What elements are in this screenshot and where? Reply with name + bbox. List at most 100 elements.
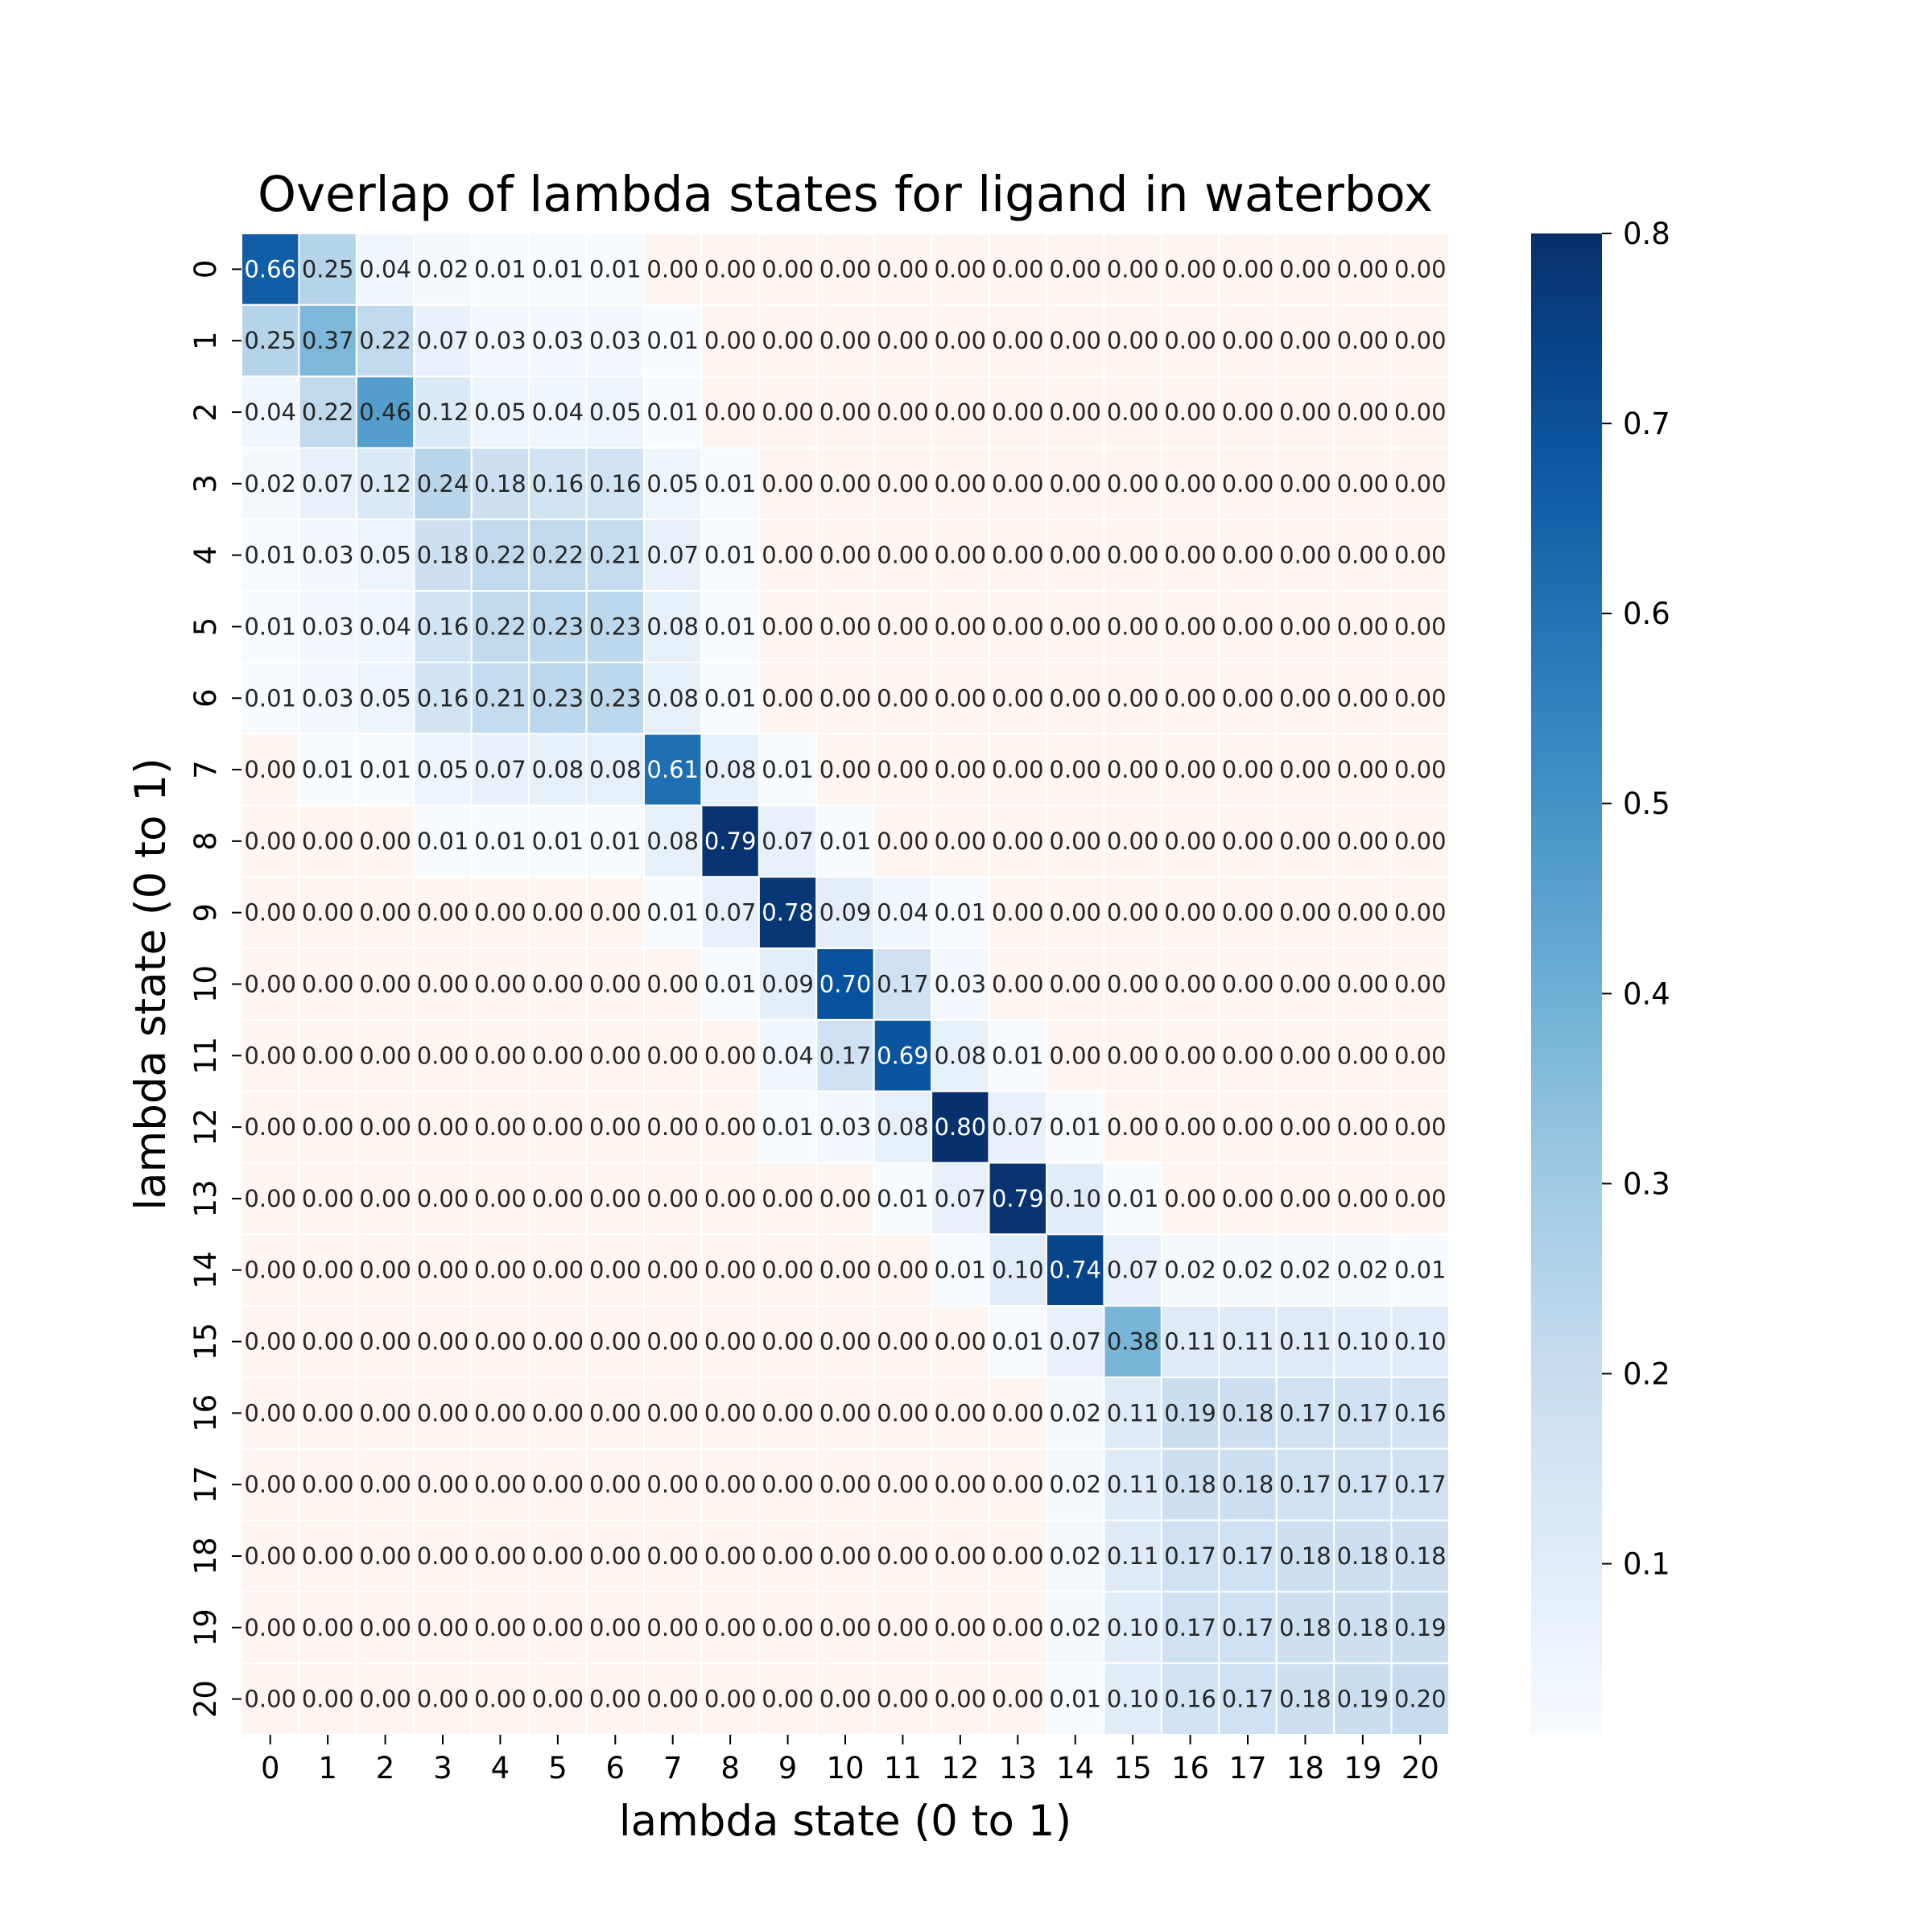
cell-value-label-7-15: 0.00 <box>1107 756 1159 783</box>
cell-value-label-14-7: 0.00 <box>646 1257 699 1284</box>
cell-value-label-11-19: 0.00 <box>1337 1042 1389 1069</box>
heatmap-cell-15-17 <box>1218 1305 1278 1378</box>
cell-value-label-20-15: 0.10 <box>1107 1686 1159 1713</box>
heatmap-cell-19-12 <box>931 1591 990 1665</box>
y-tick-label-6: 6 <box>188 688 223 708</box>
heatmap-cell-10-7 <box>643 947 703 1021</box>
cell-value-label-20-17: 0.17 <box>1222 1686 1274 1713</box>
heatmap-cell-17-17 <box>1218 1447 1278 1521</box>
cell-value-label-10-10: 0.70 <box>819 971 872 998</box>
cell-value-label-17-18: 0.17 <box>1279 1471 1331 1498</box>
cell-value-label-19-10: 0.00 <box>819 1614 872 1641</box>
cell-value-label-20-20: 0.20 <box>1394 1686 1447 1713</box>
heatmap-cell-4-0 <box>241 518 300 592</box>
x-tick-label-5: 5 <box>548 1751 568 1785</box>
cell-value-label-20-19: 0.19 <box>1337 1686 1389 1713</box>
heatmap-cell-1-15 <box>1103 303 1162 378</box>
cell-value-label-19-12: 0.00 <box>935 1614 987 1641</box>
heatmap-cell-8-10 <box>815 804 875 878</box>
heatmap-cell-3-18 <box>1275 447 1335 521</box>
cell-value-label-0-3: 0.02 <box>417 255 469 283</box>
heatmap-cell-7-18 <box>1275 733 1335 807</box>
cell-value-label-7-2: 0.01 <box>359 756 411 783</box>
cell-value-label-1-10: 0.00 <box>819 327 872 354</box>
heatmap-cell-19-8 <box>700 1591 760 1665</box>
cell-value-label-16-13: 0.00 <box>992 1399 1044 1426</box>
heatmap-cell-20-4 <box>470 1662 530 1736</box>
heatmap-cell-6-20 <box>1390 661 1450 735</box>
cell-value-label-18-14: 0.02 <box>1049 1542 1101 1570</box>
cell-value-label-5-1: 0.03 <box>302 613 354 640</box>
cell-value-label-14-2: 0.00 <box>359 1257 411 1284</box>
cell-value-label-17-19: 0.17 <box>1337 1471 1389 1498</box>
heatmap-cell-5-15 <box>1103 590 1162 663</box>
x-tick-label-16: 16 <box>1171 1751 1209 1785</box>
cell-value-label-16-16: 0.19 <box>1164 1399 1216 1426</box>
cell-value-label-18-3: 0.00 <box>417 1542 469 1570</box>
cell-value-label-8-13: 0.00 <box>992 828 1044 855</box>
cell-value-label-19-7: 0.00 <box>646 1614 699 1641</box>
cell-value-label-2-2: 0.46 <box>359 398 411 426</box>
heatmap-cell-19-1 <box>298 1591 357 1665</box>
cell-value-label-3-13: 0.00 <box>992 470 1044 497</box>
cell-value-label-13-16: 0.00 <box>1164 1185 1216 1212</box>
cell-value-label-8-17: 0.00 <box>1222 828 1274 855</box>
cell-value-label-10-17: 0.00 <box>1222 971 1274 998</box>
cell-value-label-8-3: 0.01 <box>417 828 469 855</box>
heatmap-cell-4-14 <box>1046 518 1105 592</box>
cell-value-label-14-0: 0.00 <box>244 1257 296 1284</box>
cell-value-label-1-9: 0.00 <box>762 327 814 354</box>
heatmap-cell-7-0 <box>241 733 300 807</box>
heatmap-cell-6-2 <box>355 661 415 735</box>
cell-value-label-9-4: 0.00 <box>474 899 526 927</box>
y-tick-label-1: 1 <box>188 331 223 350</box>
cell-value-label-3-7: 0.05 <box>646 470 699 497</box>
cell-value-label-8-15: 0.00 <box>1107 828 1159 855</box>
cell-value-label-13-3: 0.00 <box>417 1185 469 1212</box>
cell-value-label-2-1: 0.22 <box>302 398 354 426</box>
heatmap-cell-5-6 <box>585 590 645 663</box>
heatmap-cell-16-18 <box>1275 1376 1335 1450</box>
heatmap-cell-15-10 <box>815 1305 875 1378</box>
heatmap-cell-7-8 <box>700 733 760 807</box>
cell-value-label-10-1: 0.00 <box>302 971 354 998</box>
heatmap-cell-14-15 <box>1103 1233 1162 1307</box>
heatmap-cell-12-4 <box>470 1090 530 1164</box>
heatmap-cell-6-16 <box>1160 661 1220 735</box>
heatmap-cell-20-7 <box>643 1662 703 1736</box>
cell-value-label-12-16: 0.00 <box>1164 1113 1216 1141</box>
cell-value-label-15-15: 0.38 <box>1107 1328 1159 1356</box>
cell-value-label-2-8: 0.00 <box>704 398 757 426</box>
heatmap-cell-19-20 <box>1390 1591 1450 1665</box>
cell-value-label-0-11: 0.00 <box>877 255 929 283</box>
cell-value-label-3-5: 0.16 <box>532 470 584 497</box>
cell-value-label-6-4: 0.21 <box>474 684 526 712</box>
cell-value-label-1-1: 0.37 <box>302 327 354 354</box>
heatmap-cell-14-4 <box>470 1233 530 1307</box>
cell-value-label-2-11: 0.00 <box>877 398 929 426</box>
colorbar-tick-label-0.8: 0.8 <box>1623 217 1670 251</box>
cell-value-label-19-14: 0.02 <box>1049 1614 1101 1641</box>
cell-value-label-6-20: 0.00 <box>1394 684 1447 712</box>
cell-value-label-17-5: 0.00 <box>532 1471 584 1498</box>
y-tick-label-7: 7 <box>188 760 223 779</box>
cell-value-label-8-10: 0.01 <box>819 828 872 855</box>
cell-value-label-0-5: 0.01 <box>532 255 584 283</box>
cell-value-label-14-1: 0.00 <box>302 1257 354 1284</box>
heatmap-cell-15-6 <box>585 1305 645 1378</box>
cell-value-label-5-3: 0.16 <box>417 613 469 640</box>
cell-value-label-9-0: 0.00 <box>244 899 296 927</box>
heatmap-cell-5-4 <box>470 590 530 663</box>
heatmap-cell-16-7 <box>643 1376 703 1450</box>
cell-value-label-20-4: 0.00 <box>474 1686 526 1713</box>
heatmap-cell-10-15 <box>1103 947 1162 1021</box>
cell-value-label-20-11: 0.00 <box>877 1686 929 1713</box>
y-tick-label-3: 3 <box>188 474 223 493</box>
cell-value-label-5-11: 0.00 <box>877 613 929 640</box>
heatmap-cell-5-1 <box>298 590 357 663</box>
heatmap-cell-18-3 <box>413 1519 473 1593</box>
heatmap-cell-9-7 <box>643 876 703 950</box>
heatmap-cell-13-20 <box>1390 1162 1450 1236</box>
cell-value-label-14-12: 0.01 <box>935 1257 987 1284</box>
y-tick-label-20: 20 <box>188 1680 223 1718</box>
